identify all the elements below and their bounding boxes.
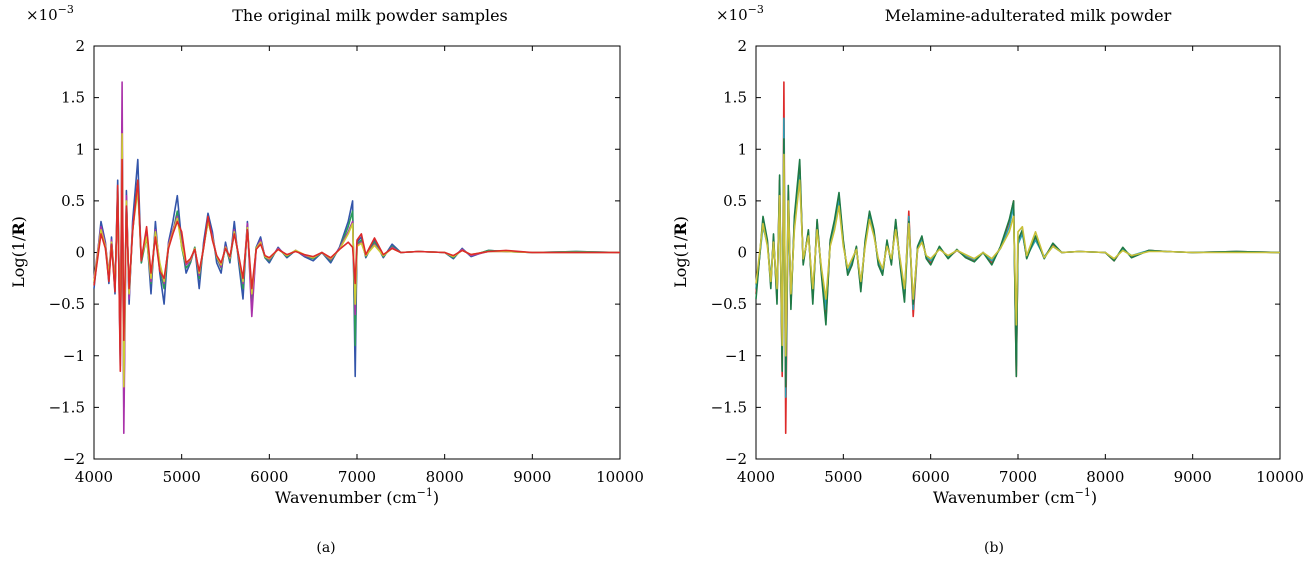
series-group-a <box>93 81 621 435</box>
y-tick-label-b: 1 <box>737 140 747 158</box>
chart-title-a: The original milk powder samples <box>232 6 508 25</box>
y-tick-label-a: 2 <box>75 37 85 55</box>
y-ticks-b: 2 1.5 1 0.5 0 −0.5 −1 −1.5 −2 <box>711 37 1280 468</box>
y-tick-label-b: 2 <box>737 37 747 55</box>
y-tick-label-b: 0.5 <box>723 192 747 210</box>
y-axis-label-b: Log(1/R) <box>671 216 690 288</box>
chart-a-svg: ×10−3 The original milk powder samples 2… <box>9 3 644 556</box>
y-tick-label-a: 0.5 <box>61 192 85 210</box>
y-tick-label-b: −0.5 <box>711 295 747 313</box>
x-tick-label-b: 4000 <box>737 468 775 486</box>
caption-b: (b) <box>984 540 1004 556</box>
y-tick-label-b: −1.5 <box>711 398 747 416</box>
caption-a: (a) <box>316 540 335 556</box>
series-line-a-4 <box>93 133 620 388</box>
x-tick-label-b: 9000 <box>1174 468 1212 486</box>
x-tick-label-b: 6000 <box>912 468 950 486</box>
x-tick-label-b: 8000 <box>1086 468 1124 486</box>
x-axis-label-a: Wavenumber (cm−1) <box>275 486 439 507</box>
x-tick-label-a: 8000 <box>426 468 464 486</box>
y-tick-label-b: −2 <box>725 450 747 468</box>
chart-panel-a: ×10−3 The original milk powder samples 2… <box>0 0 646 566</box>
y-tick-label-a: 1.5 <box>61 89 85 107</box>
y-tick-label-a: −1 <box>63 347 85 365</box>
y-tick-label-b: −1 <box>725 347 747 365</box>
series-line-b-4 <box>755 153 1280 357</box>
x-tick-label-a: 9000 <box>513 468 551 486</box>
chart-panel-b: ×10−3 Melamine-adulterated milk powder 2… <box>660 0 1306 566</box>
y-tick-label-a: 1 <box>75 140 85 158</box>
x-tick-label-a: 7000 <box>338 468 376 486</box>
chart-title-b: Melamine-adulterated milk powder <box>885 6 1172 25</box>
y-axis-label-a: Log(1/R) <box>9 216 28 288</box>
x-tick-label-a: 6000 <box>250 468 288 486</box>
x-tick-label-b: 7000 <box>999 468 1037 486</box>
exponent-label-b: ×10−3 <box>716 3 764 24</box>
x-ticks-a: 4000 5000 6000 7000 8000 9000 10000 <box>75 46 644 486</box>
series-line-a-5 <box>93 158 620 373</box>
x-axis-label-b: Wavenumber (cm−1) <box>933 486 1097 507</box>
x-tick-label-a: 4000 <box>75 468 113 486</box>
chart-b-svg: ×10−3 Melamine-adulterated milk powder 2… <box>671 3 1304 556</box>
y-tick-label-b: 1.5 <box>723 89 747 107</box>
y-tick-label-a: 0 <box>75 244 85 262</box>
x-tick-label-a: 5000 <box>163 468 201 486</box>
series-group-b <box>755 81 1281 435</box>
exponent-label-a: ×10−3 <box>26 3 74 24</box>
y-tick-label-a: −2 <box>63 450 85 468</box>
x-tick-label-b: 5000 <box>824 468 862 486</box>
x-tick-label-a: 10000 <box>596 468 644 486</box>
y-tick-label-a: −0.5 <box>49 295 85 313</box>
y-ticks-a: 2 1.5 1 0.5 0 −0.5 −1 −1.5 −2 <box>49 37 620 468</box>
y-tick-label-a: −1.5 <box>49 398 85 416</box>
x-ticks-b: 4000 5000 6000 7000 8000 9000 10000 <box>737 46 1304 486</box>
y-tick-label-b: 0 <box>737 244 747 262</box>
x-tick-label-b: 10000 <box>1256 468 1304 486</box>
